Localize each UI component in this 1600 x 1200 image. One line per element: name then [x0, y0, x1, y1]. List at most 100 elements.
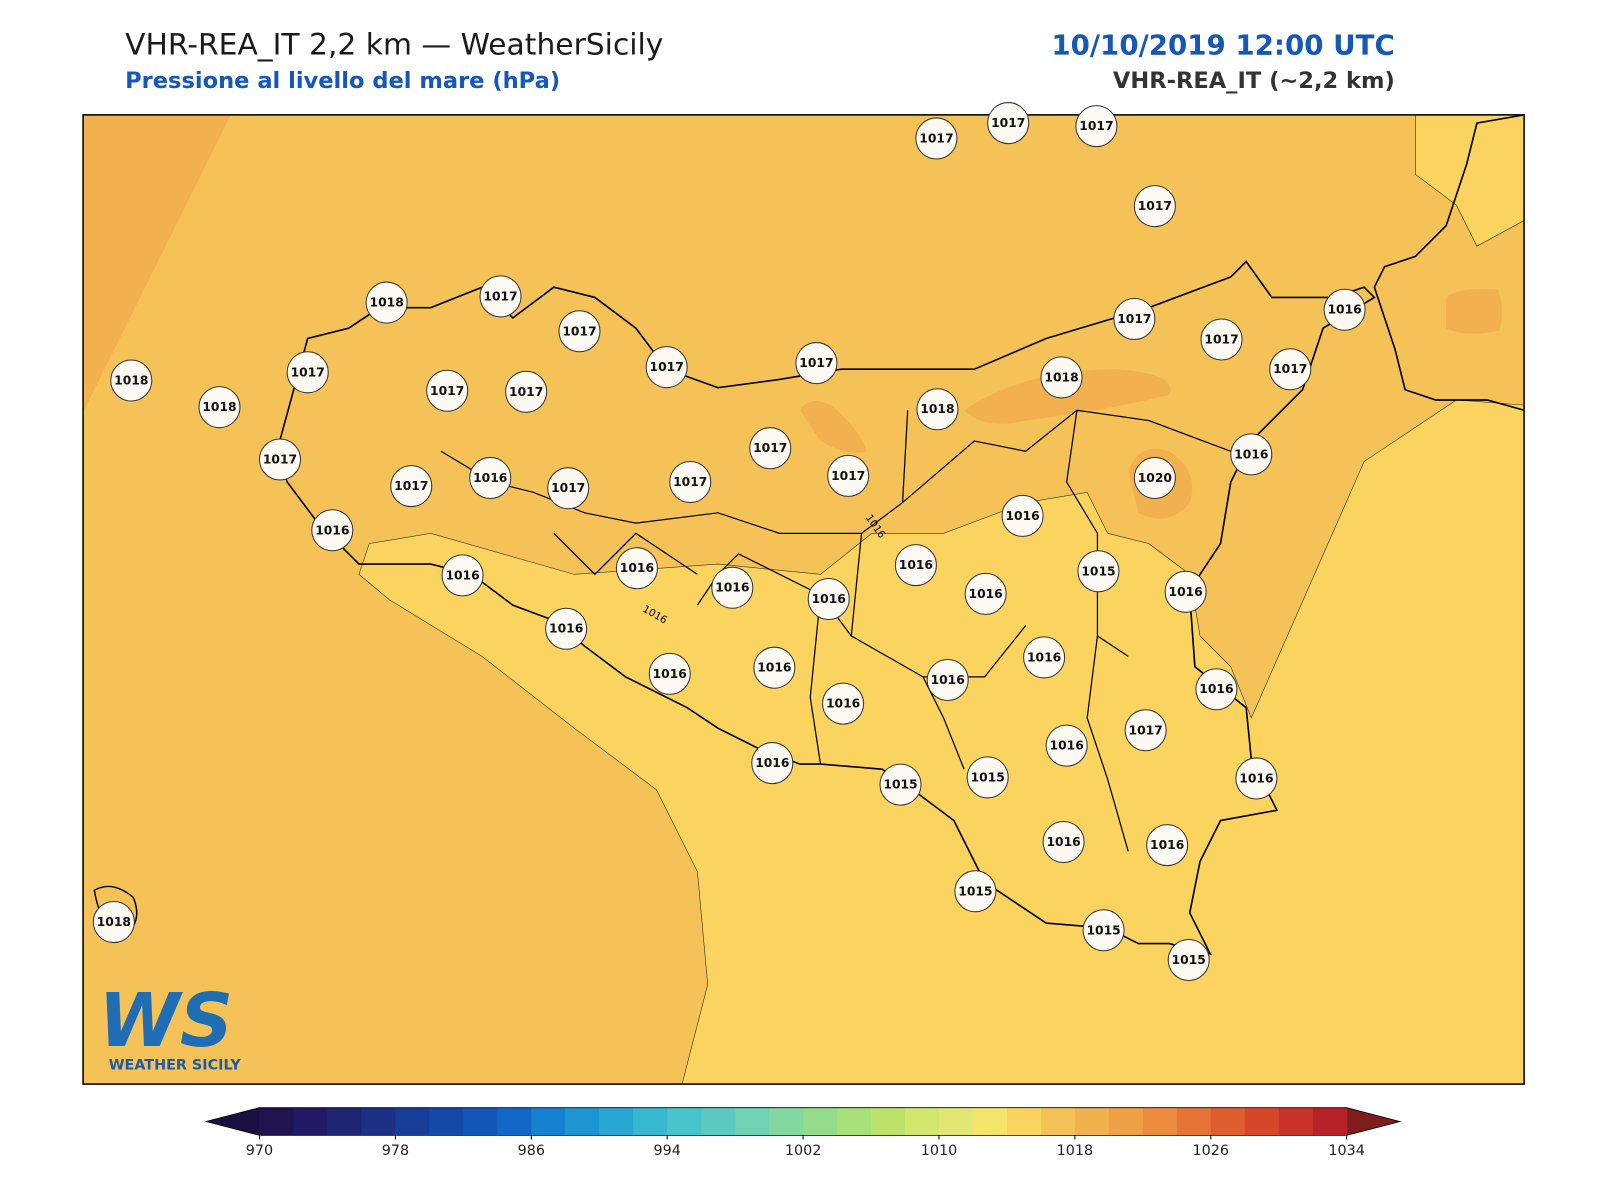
station-value: 1015: [1086, 923, 1120, 937]
station-marker: [615, 547, 658, 590]
station-value: 1017: [1273, 362, 1307, 376]
station: 1016: [469, 456, 512, 499]
map-frame: [82, 114, 1525, 1085]
colorbar-segment: [1006, 1107, 1042, 1136]
station-value: 1018: [202, 400, 236, 414]
station-marker: [749, 427, 792, 470]
station-value: 1018: [1044, 370, 1078, 384]
station-value: 1016: [1239, 771, 1273, 785]
colorbar-segment: [972, 1107, 1008, 1136]
station-marker: [964, 572, 1007, 615]
colorbar-segment: [735, 1107, 770, 1136]
station: 1016: [751, 742, 794, 785]
pressure-field: [800, 401, 867, 453]
logo-mark: WS: [98, 978, 233, 1064]
station-marker: [198, 386, 241, 429]
colorbar-segment: [633, 1107, 668, 1136]
model: VHR-REA_IT (~2,2 km): [1113, 68, 1395, 94]
station-value: 1016: [826, 697, 860, 711]
station-value: 1015: [958, 884, 992, 898]
colorbar-segment: [938, 1107, 974, 1136]
station-value: 1017: [831, 469, 865, 483]
station-value: 1016: [1046, 835, 1080, 849]
station-value: 1017: [673, 475, 707, 489]
station-marker: [545, 607, 588, 650]
station: 1016: [615, 547, 658, 590]
station: 1016: [807, 577, 850, 620]
colorbar-tick-label: 1018: [1057, 1143, 1094, 1159]
station: 1017: [505, 370, 548, 413]
station: 1016: [1195, 668, 1238, 711]
colorbar-segment: [769, 1107, 804, 1136]
station: 1017: [749, 427, 792, 470]
station: 1017: [479, 275, 522, 318]
station-value: 1017: [919, 131, 953, 145]
colorbar-segment: [429, 1107, 464, 1136]
colorbar-segment: [871, 1107, 906, 1136]
station-value: 1018: [370, 296, 404, 310]
colorbar-tick-label: 1002: [785, 1143, 822, 1159]
station-marker: [92, 901, 135, 944]
colorbar-tick-label: 1034: [1328, 1143, 1365, 1159]
colorbar-segment: [701, 1107, 736, 1136]
station-marker: [711, 566, 754, 609]
station: 1016: [753, 646, 796, 689]
colorbar-segment: [395, 1107, 430, 1136]
station: 1017: [1133, 185, 1176, 228]
colorbar-extend: [206, 1107, 260, 1136]
colorbar-segment: [327, 1107, 362, 1136]
colorbar-tick-label: 1010: [921, 1143, 958, 1159]
station-marker: [1195, 668, 1238, 711]
subtitle: Pressione al livello del mare (hPa): [125, 68, 560, 94]
station-marker: [1023, 636, 1066, 679]
pressure-field: [1446, 288, 1503, 334]
station: 1017: [426, 369, 469, 412]
station-marker: [916, 388, 959, 431]
station-value: 1016: [473, 471, 507, 485]
station-marker: [1200, 318, 1243, 361]
station: 1020: [1133, 456, 1176, 499]
colorbar-segment: [293, 1107, 328, 1136]
date: 10/10/2019 12:00 UTC: [1051, 28, 1394, 61]
station: 1016: [964, 572, 1007, 615]
station: 1017: [1124, 709, 1167, 752]
station: 1017: [1113, 297, 1156, 340]
station: 1015: [1082, 909, 1125, 952]
station-value: 1015: [883, 778, 917, 792]
station: 1016: [1235, 757, 1278, 800]
station-value: 1016: [757, 661, 791, 675]
station-marker: [479, 275, 522, 318]
station: 1017: [1075, 105, 1118, 148]
station: 1016: [441, 554, 484, 597]
station-marker: [807, 577, 850, 620]
station: 1017: [987, 102, 1030, 145]
station: 1017: [1269, 348, 1312, 391]
colorbar-tick-label: 994: [653, 1143, 680, 1159]
colorbar-segment: [1244, 1107, 1280, 1136]
station: 1015: [1167, 938, 1210, 982]
station-marker: [915, 117, 958, 160]
station: 1017: [827, 454, 870, 497]
station-value: 1017: [551, 481, 585, 495]
station: 1017: [915, 117, 958, 160]
station: 1017: [547, 467, 590, 510]
station: 1016: [545, 607, 588, 650]
colorbar-segment: [1278, 1107, 1314, 1136]
province-border: [440, 409, 1231, 852]
station-value: 1016: [1199, 682, 1233, 696]
station-value: 1016: [969, 587, 1003, 601]
station-value: 1016: [1327, 303, 1361, 317]
station: 1016: [894, 544, 937, 587]
station-marker: [1133, 456, 1176, 499]
station-value: 1017: [394, 479, 428, 493]
colorbar-segment: [463, 1107, 498, 1136]
station-value: 1016: [1150, 838, 1184, 852]
colorbar-segment: [837, 1107, 872, 1136]
station-value: 1017: [1129, 723, 1163, 737]
station-marker: [1164, 570, 1207, 613]
station-value: 1016: [315, 523, 349, 537]
station-marker: [1124, 709, 1167, 752]
colorbar-segment: [361, 1107, 396, 1136]
station-value: 1018: [920, 402, 954, 416]
station-marker: [1042, 821, 1085, 864]
